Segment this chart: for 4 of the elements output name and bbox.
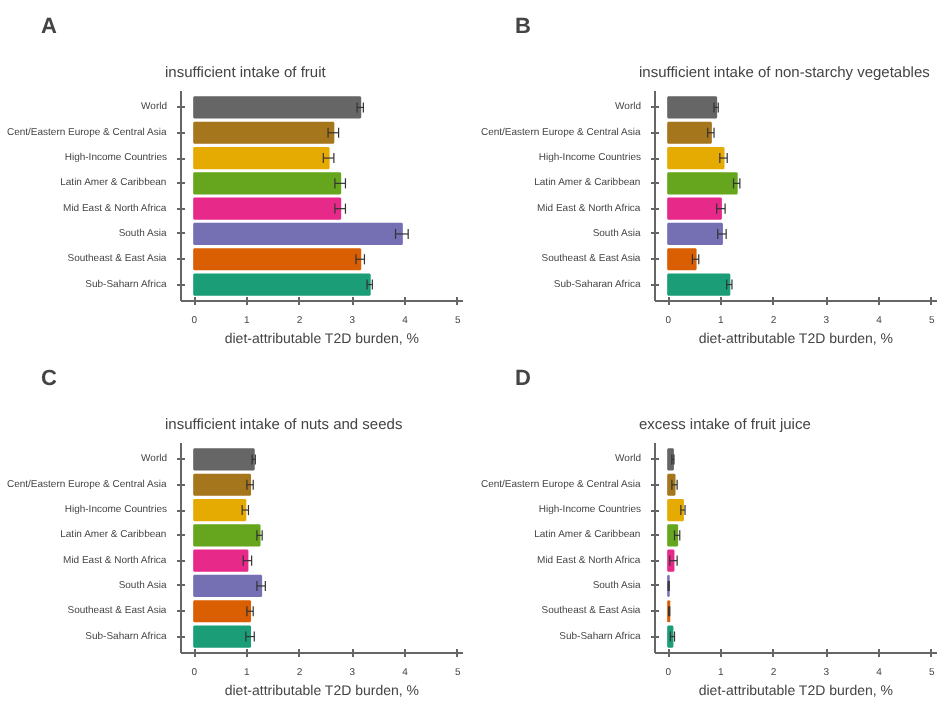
text: B bbox=[515, 15, 531, 39]
text: A bbox=[41, 15, 57, 39]
text: C bbox=[41, 367, 57, 391]
text: D bbox=[515, 367, 531, 391]
